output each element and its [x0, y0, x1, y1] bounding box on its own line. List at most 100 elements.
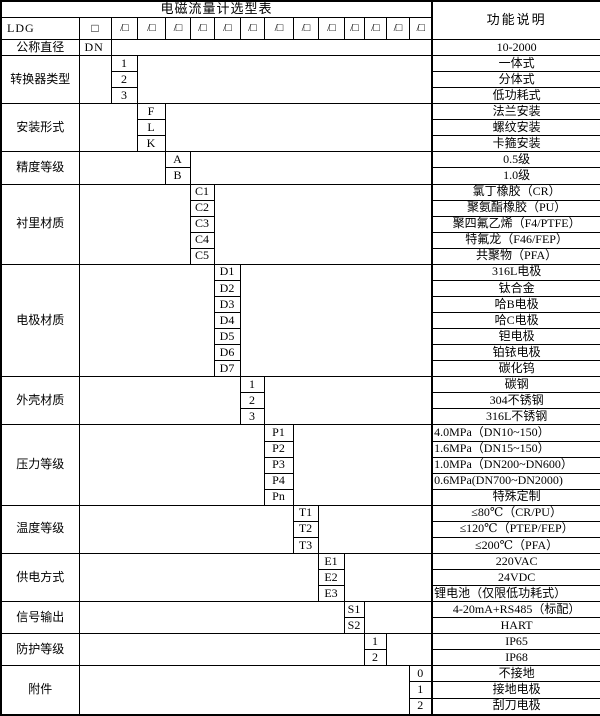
model-box-cell: □: [78, 16, 112, 40]
function-column-header: 功能说明: [431, 0, 600, 40]
code-cell: 2: [363, 649, 387, 667]
table-row: 1 接地电极: [1, 681, 600, 699]
model-slot-cell: /□: [408, 16, 433, 40]
function-cell: 316L电极: [431, 263, 600, 281]
table-row: D2 钛合金: [1, 279, 600, 297]
category-label: 衬里材质: [0, 183, 80, 265]
category-label: 精度等级: [0, 151, 80, 185]
code-cell: P1: [263, 424, 294, 442]
function-cell: 钛合金: [431, 279, 600, 297]
code-cell: D4: [213, 311, 241, 330]
function-cell: 接地电极: [431, 681, 600, 699]
code-cell: D2: [213, 279, 241, 297]
code-cell: P4: [263, 472, 294, 490]
code-cell: T3: [292, 536, 319, 554]
code-cell: K: [136, 135, 166, 153]
code-cell: 1: [363, 633, 387, 651]
code-cell: 1: [408, 681, 433, 699]
model-slot-cell: /□: [164, 16, 191, 40]
function-cell: 螺纹安装: [431, 119, 600, 137]
code-cell: S1: [343, 601, 365, 619]
code-cell: D7: [213, 360, 241, 378]
table-row: 转换器类型 1 一体式: [0, 54, 600, 105]
function-cell: 法兰安装: [431, 103, 600, 121]
table-row: B 1.0级: [1, 167, 600, 185]
empty-cell: [164, 103, 433, 153]
empty-cell: [78, 103, 138, 153]
table-row: 2 刮刀电极: [1, 697, 600, 716]
function-cell: 10-2000: [431, 38, 600, 57]
table-row: C3 聚四氟乙烯（F4/PTFE）: [1, 215, 600, 233]
function-cell: 聚氨酯橡胶（PU）: [431, 199, 600, 217]
empty-cell: [189, 151, 433, 185]
function-cell: 哈C电极: [431, 311, 600, 330]
table-row: T2 ≤120℃（PTEP/FEP）: [1, 520, 600, 538]
category-label: 压力等级: [0, 424, 80, 506]
function-cell: 220VAC: [431, 552, 600, 571]
function-cell: 0.5级: [431, 151, 600, 169]
table-row: D3 哈B电极: [1, 295, 600, 314]
empty-cell: [239, 263, 433, 378]
code-cell: D3: [213, 295, 241, 314]
code-cell: D6: [213, 344, 241, 362]
code-cell: E2: [317, 568, 345, 587]
category-label: 附件: [0, 665, 80, 716]
empty-cell: [78, 633, 365, 667]
function-cell: 锂电池（仅限低功耗式）: [431, 585, 600, 603]
model-slot-cell: /□: [136, 16, 166, 40]
table-row: L 螺纹安装: [1, 119, 600, 137]
model-prefix-cell: LDG: [0, 16, 80, 40]
function-cell: 0.6MPa(DN700~DN2000): [431, 472, 600, 490]
empty-cell: [317, 504, 433, 554]
table-row: 3 低功耗式: [1, 87, 600, 105]
function-cell: 聚四氟乙烯（F4/PTFE）: [431, 215, 600, 233]
code-cell: E1: [317, 552, 345, 571]
table-row: 信号输出 S1 4-20mA+RS485（标配）: [0, 601, 600, 635]
category-label: 安装形式: [0, 103, 80, 153]
table-row: 温度等级 T1 ≤80℃（CR/PU）: [0, 504, 600, 554]
empty-cell: [78, 665, 410, 716]
table-row: 3 316L不锈钢: [1, 408, 600, 426]
empty-cell: [78, 183, 191, 265]
code-cell: B: [164, 167, 191, 185]
diameter-label-cell: 公称直径: [0, 38, 80, 57]
empty-cell: [78, 54, 112, 105]
model-slot-cell: /□: [292, 16, 319, 40]
empty-cell: [136, 54, 433, 105]
code-cell: L: [136, 119, 166, 137]
function-cell: IP68: [431, 649, 600, 667]
code-cell: 0: [408, 665, 433, 683]
function-cell: 24VDC: [431, 568, 600, 587]
function-cell: 特殊定制: [431, 488, 600, 506]
code-cell: D1: [213, 263, 241, 281]
table-row: C4 特氟龙（F46/FEP）: [1, 231, 600, 249]
empty-cell: [78, 376, 241, 426]
model-slot-cell: /□: [385, 16, 410, 40]
table-row: D6 铂铱电极: [1, 344, 600, 362]
function-cell: 共聚物（PFA）: [431, 247, 600, 265]
code-cell: 2: [408, 697, 433, 716]
function-cell: HART: [431, 617, 600, 635]
empty-cell: [78, 151, 166, 185]
code-cell: 1: [110, 54, 138, 73]
diameter-code-cell: DN: [78, 38, 112, 57]
table-row: E3 锂电池（仅限低功耗式）: [1, 585, 600, 603]
empty-cell: [363, 601, 433, 635]
code-cell: C3: [189, 215, 215, 233]
model-slot-cell: /□: [363, 16, 387, 40]
table-row: T3 ≤200℃（PFA）: [1, 536, 600, 554]
function-cell: 4-20mA+RS485（标配）: [431, 601, 600, 619]
code-cell: 2: [239, 392, 265, 410]
category-label: 转换器类型: [0, 54, 80, 105]
code-cell: 2: [110, 71, 138, 89]
code-cell: E3: [317, 585, 345, 603]
code-cell: 1: [239, 376, 265, 394]
function-cell: 氯丁橡胶（CR）: [431, 183, 600, 201]
function-cell: ≤200℃（PFA）: [431, 536, 600, 554]
table-row: E2 24VDC: [1, 568, 600, 587]
model-slot-cell: /□: [263, 16, 294, 40]
empty-cell: [385, 633, 433, 667]
code-cell: Pn: [263, 488, 294, 506]
empty-cell: [78, 552, 319, 603]
